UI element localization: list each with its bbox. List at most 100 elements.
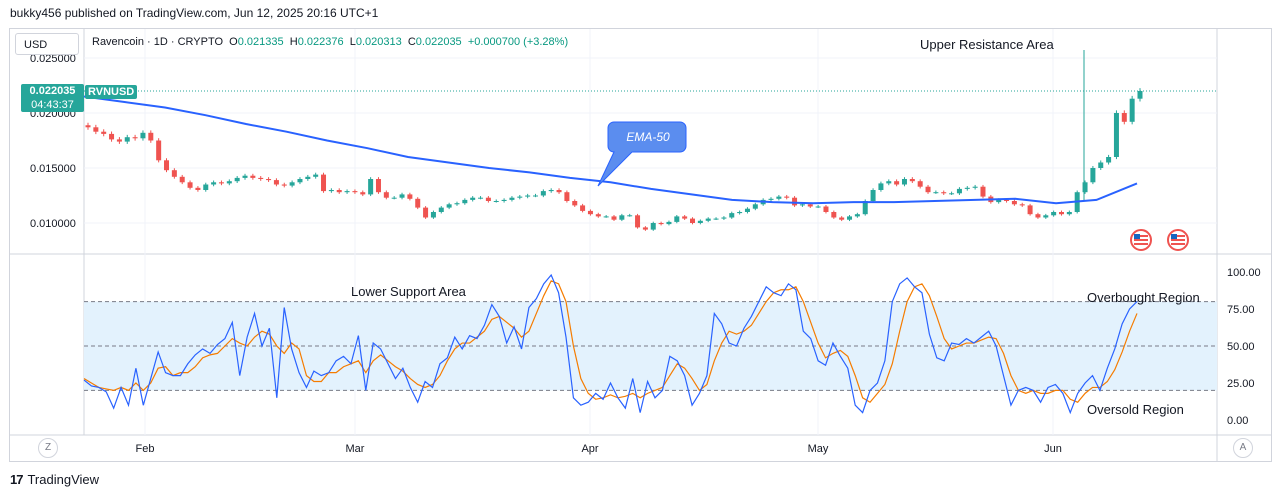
candle-body [815, 206, 821, 208]
candle-body [878, 183, 884, 190]
candle-body [164, 160, 170, 171]
brand-name: TradingView [27, 472, 100, 487]
candle-body [226, 181, 232, 184]
candle-body [548, 190, 554, 192]
candle-body [941, 192, 947, 194]
candle-body [972, 186, 978, 188]
candle-body [690, 218, 696, 223]
candle-body [179, 176, 185, 183]
candle-body [603, 216, 609, 218]
candle-body [493, 201, 499, 202]
candle-body [485, 197, 491, 201]
candle-body [1004, 199, 1010, 201]
stoch-tick-label: 100.00 [1227, 267, 1261, 279]
candle-body [564, 192, 570, 201]
candle-body [140, 132, 146, 139]
low-label: L [349, 36, 356, 48]
auto-scale-button[interactable]: A [1233, 438, 1253, 458]
candle-body [619, 215, 625, 220]
candle-body [713, 218, 719, 220]
candle-body [1035, 214, 1041, 218]
open-label: O [229, 36, 238, 48]
candle-body [360, 192, 366, 195]
candle-body [116, 139, 122, 142]
candle-body [336, 190, 342, 193]
candle-body [823, 206, 829, 212]
candle-body [532, 195, 538, 197]
stoch-k-line [83, 273, 1138, 415]
candle-body [752, 204, 758, 209]
candle-body [148, 132, 154, 141]
x-tick-label: Feb [136, 443, 155, 455]
us-flag-event-icon[interactable] [1167, 229, 1189, 251]
currency-button[interactable]: USD [15, 33, 79, 55]
lower-support-label: Lower Support Area [351, 284, 467, 299]
candle-body [1058, 212, 1064, 215]
close-value: 0.022035 [415, 36, 462, 48]
change-value: +0.000700 (+3.28%) [467, 36, 569, 48]
candle-body [697, 220, 703, 223]
candle-body [258, 177, 264, 179]
y-tick-label: 0.015000 [30, 163, 76, 175]
candle-body [917, 181, 923, 187]
candle-body [1098, 162, 1104, 168]
stoch-bands [84, 301, 1217, 391]
candle-body [375, 179, 381, 193]
z-button[interactable]: Z [38, 438, 58, 458]
candle-body [721, 217, 727, 219]
candle-body [854, 214, 860, 217]
high-value: 0.022376 [297, 36, 344, 48]
candle-body [964, 187, 970, 189]
current-price: 0.022035 [29, 85, 76, 97]
candle-body [595, 214, 601, 217]
candle-body [187, 182, 193, 188]
candle-body [540, 191, 546, 196]
candle-body [847, 216, 853, 220]
stoch-tick-label: 50.00 [1227, 341, 1255, 353]
upper-resistance-label: Upper Resistance Area [920, 37, 1054, 52]
candle-body [737, 212, 743, 214]
candle-body [909, 179, 915, 182]
current-price-tag: 0.022035 04:43:37 [21, 84, 84, 112]
candle-body [101, 131, 107, 134]
stoch-series [83, 273, 1138, 415]
candle-body [218, 182, 224, 184]
candle-body [980, 186, 986, 197]
candle-body [776, 196, 782, 199]
x-tick-label: Apr [581, 443, 598, 455]
candle-body [744, 208, 750, 212]
candle-body [470, 197, 476, 200]
candle-body [281, 184, 287, 186]
candle-body [438, 207, 444, 212]
us-flag-event-icon[interactable] [1130, 229, 1152, 251]
candle-body [415, 198, 421, 208]
open-value: 0.021335 [237, 36, 284, 48]
candle-body [297, 179, 303, 183]
candle-body [1043, 215, 1049, 218]
candle-body [423, 207, 429, 218]
tradingview-logo[interactable]: 17 TradingView [10, 472, 99, 487]
candle-body [862, 201, 868, 215]
candle-body [124, 137, 130, 142]
candle-body [886, 181, 892, 184]
tradingview-logo-icon: 17 [10, 472, 24, 487]
ema-callout-label: EMA-50 [626, 130, 670, 144]
candle-body [313, 174, 319, 177]
candle-body [430, 212, 436, 218]
candle-body [650, 223, 656, 230]
candle-body [368, 179, 374, 195]
stoch-band-fill [84, 301, 1217, 391]
candle-body [666, 221, 672, 225]
candle-body [1129, 98, 1135, 122]
candle-body [446, 204, 452, 208]
candle-body [949, 193, 955, 195]
candle-body [344, 191, 350, 193]
candle-body [799, 204, 805, 206]
candle-body [266, 179, 272, 181]
candle-body [784, 196, 790, 198]
candle-body [996, 199, 1002, 203]
candle-body [525, 195, 531, 197]
candle-body [674, 216, 680, 222]
symbol-legend: Ravencoin · 1D · CRYPTO O0.021335 H0.022… [92, 36, 568, 48]
